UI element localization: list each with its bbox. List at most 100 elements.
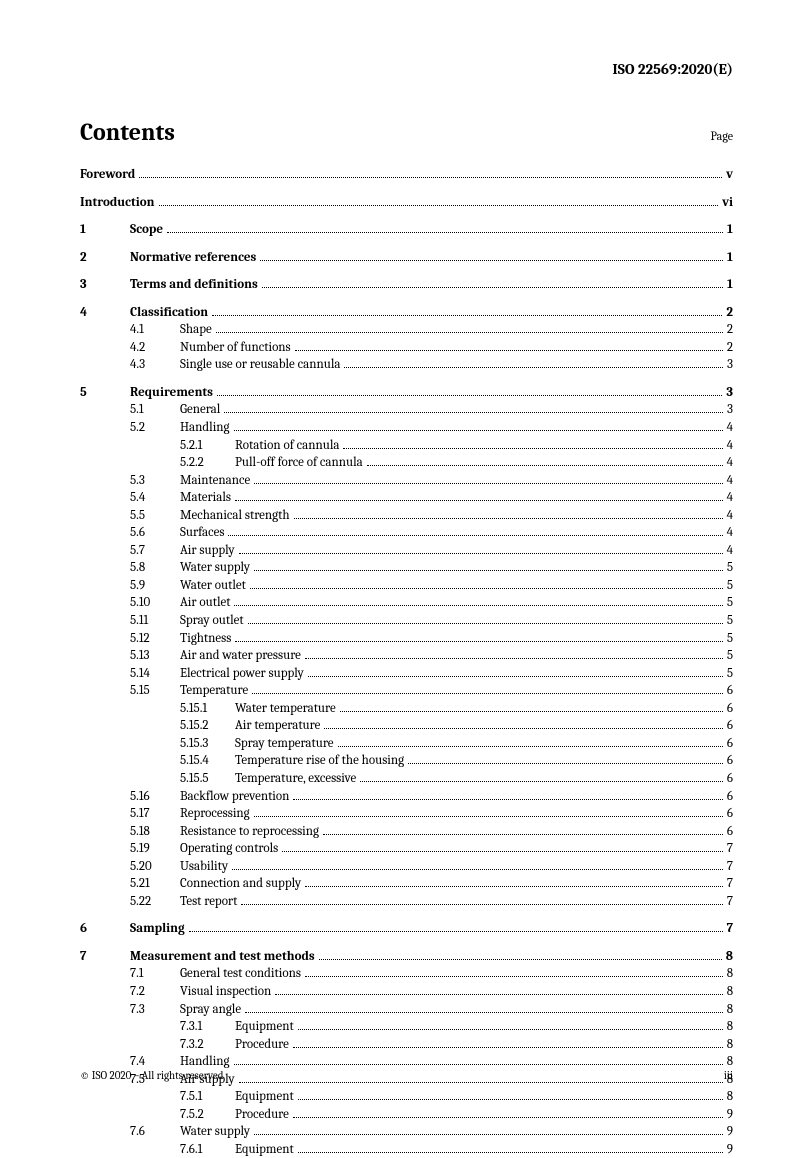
toc-leader-dots xyxy=(228,526,722,536)
toc-page: 4 xyxy=(727,542,733,560)
toc-leader-dots xyxy=(254,473,722,483)
toc-number: 5.2.1 xyxy=(180,437,235,455)
toc-number: 5.15.4 xyxy=(180,752,235,770)
toc-number: 5.15.1 xyxy=(180,700,235,718)
toc-label: Measurement and test methods xyxy=(130,948,315,966)
toc-label: Temperature rise of the housing xyxy=(235,752,404,770)
toc-label: Spray outlet xyxy=(180,612,244,630)
toc-row: 5.7Air supply4 xyxy=(80,542,733,560)
toc-leader-dots xyxy=(293,1107,723,1117)
toc-label: Surfaces xyxy=(180,524,224,542)
toc-label: Electrical power supply xyxy=(180,665,304,683)
page-number: iii xyxy=(724,1069,733,1082)
toc-leader-dots xyxy=(216,323,723,333)
toc-page: 8 xyxy=(727,1001,733,1019)
toc-number: 5.16 xyxy=(130,788,180,806)
toc-leader-dots xyxy=(340,701,723,711)
toc-page: 3 xyxy=(726,384,733,402)
toc-label: Handling xyxy=(180,419,230,437)
toc-label: Air and water pressure xyxy=(180,647,301,665)
title-row: Contents Page xyxy=(80,118,733,146)
toc-page: 6 xyxy=(727,752,733,770)
toc-number: 5.15 xyxy=(130,682,180,700)
toc-row: Introductionvi xyxy=(80,194,733,212)
toc-page: 7 xyxy=(727,875,733,893)
toc-number: 4.2 xyxy=(130,339,180,357)
toc-label: Equipment xyxy=(235,1141,294,1158)
toc-label: General xyxy=(180,401,220,419)
toc-label: Classification xyxy=(130,304,208,322)
toc-row: 5.17Reprocessing6 xyxy=(80,805,733,823)
toc-page: 5 xyxy=(727,630,733,648)
toc-label: Number of functions xyxy=(180,339,291,357)
toc-leader-dots xyxy=(305,967,723,977)
toc-row: 5.22Test report7 xyxy=(80,893,733,911)
toc-number: 2 xyxy=(80,249,130,267)
toc-row: 5.13Air and water pressure5 xyxy=(80,647,733,665)
toc-label: Sampling xyxy=(130,920,185,938)
toc-leader-dots xyxy=(248,614,723,624)
toc-row: 4.1Shape2 xyxy=(80,321,733,339)
toc-row: 7.5.1Equipment8 xyxy=(80,1088,733,1106)
toc-page: 7 xyxy=(727,893,733,911)
toc-row: 5.3Maintenance4 xyxy=(80,472,733,490)
toc-leader-dots xyxy=(250,579,723,589)
toc-leader-dots xyxy=(298,1090,723,1100)
toc-number: 5.15.5 xyxy=(180,770,235,788)
toc-leader-dots xyxy=(252,684,723,694)
toc-page: 6 xyxy=(727,735,733,753)
toc-label: Spray temperature xyxy=(235,735,334,753)
toc-label: General test conditions xyxy=(180,965,301,983)
toc-number: 7.6.1 xyxy=(180,1141,235,1158)
toc-leader-dots xyxy=(305,877,723,887)
toc-label: Water supply xyxy=(180,559,250,577)
toc-row: 7Measurement and test methods8 xyxy=(80,948,733,966)
toc-label: Single use or reusable cannula xyxy=(180,356,340,374)
toc-number: 5.6 xyxy=(130,524,180,542)
toc-label: Air temperature xyxy=(235,717,320,735)
toc-row: 4Classification2 xyxy=(80,304,733,322)
toc-page: 6 xyxy=(727,717,733,735)
toc-page: 4 xyxy=(727,524,733,542)
toc-number: 5.20 xyxy=(130,858,180,876)
toc-row: 5.5Mechanical strength4 xyxy=(80,507,733,525)
toc-page: 6 xyxy=(727,823,733,841)
toc-leader-dots xyxy=(275,985,722,995)
toc-label: Backflow prevention xyxy=(180,788,289,806)
toc-label: Mechanical strength xyxy=(180,507,290,525)
toc-row: 5.9Water outlet5 xyxy=(80,577,733,595)
toc-row: 7.3.2Procedure8 xyxy=(80,1036,733,1054)
toc-row: 7.1General test conditions8 xyxy=(80,965,733,983)
toc-row: 5.1General3 xyxy=(80,401,733,419)
toc-label: Rotation of cannula xyxy=(235,437,339,455)
toc-number: 3 xyxy=(80,276,130,294)
toc-label: Operating controls xyxy=(180,840,278,858)
toc-number: 4 xyxy=(80,304,130,322)
toc-number: 7.3.1 xyxy=(180,1018,235,1036)
toc-page: 4 xyxy=(727,437,733,455)
toc-page: 4 xyxy=(727,419,733,437)
toc-number: 7.5.1 xyxy=(180,1088,235,1106)
document-header: ISO 22569:2020(E) xyxy=(80,60,733,78)
toc-label: Terms and definitions xyxy=(130,276,258,294)
toc-leader-dots xyxy=(254,807,723,817)
toc-row: 1Scope1 xyxy=(80,221,733,239)
toc-leader-dots xyxy=(298,1143,723,1153)
toc-label: Foreword xyxy=(80,166,135,184)
toc-number: 5.15.2 xyxy=(180,717,235,735)
toc-page: 8 xyxy=(727,1018,733,1036)
toc-leader-dots xyxy=(254,1125,723,1135)
toc-page: 5 xyxy=(727,559,733,577)
toc-leader-dots xyxy=(293,1037,723,1047)
toc-row: 5.2.2Pull-off force of cannula4 xyxy=(80,454,733,472)
toc-row: 7.5.2Procedure9 xyxy=(80,1106,733,1124)
toc-row: 5.12Tightness5 xyxy=(80,630,733,648)
toc-label: Procedure xyxy=(235,1106,289,1124)
toc-leader-dots xyxy=(408,754,723,764)
toc-number: 5.5 xyxy=(130,507,180,525)
toc-number: 5.21 xyxy=(130,875,180,893)
toc-leader-dots xyxy=(232,859,723,869)
toc-page: 9 xyxy=(727,1141,733,1158)
toc-row: 5.19Operating controls7 xyxy=(80,840,733,858)
toc-number: 5.13 xyxy=(130,647,180,665)
